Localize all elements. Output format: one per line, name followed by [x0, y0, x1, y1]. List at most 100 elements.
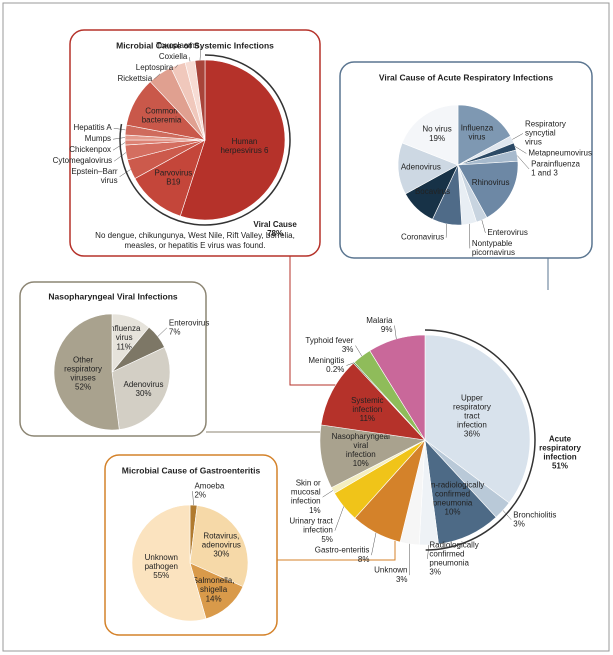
leader-line — [174, 64, 179, 69]
leader-line — [189, 57, 191, 62]
pie-slice — [179, 59, 286, 221]
leader-line — [514, 146, 527, 154]
value-label: 19% — [429, 134, 445, 143]
value-label: 9% — [381, 325, 393, 334]
value-label: 30% — [136, 389, 152, 398]
slice-label: Unknown pathogen — [145, 553, 178, 571]
chart-title: Microbial Cause of Systemic Infections — [116, 40, 274, 50]
slice-label: Hepatitis A — [73, 123, 112, 132]
slice-label: Meningitis — [308, 356, 344, 365]
slice-label: Adenovirus — [123, 380, 163, 389]
slice-label: Metapneumovirus — [528, 149, 592, 158]
slice-label: Typhoid fever — [305, 336, 353, 345]
slice-label: Mumps — [85, 134, 111, 143]
leader-line — [502, 510, 512, 520]
slice-label: Radiologically confirmed pneumonia — [429, 541, 478, 568]
value-label: 14% — [206, 594, 222, 603]
value-label: 3% — [396, 575, 408, 584]
value-label: 1% — [309, 506, 321, 515]
group-arc — [119, 54, 291, 226]
pie-slice — [424, 334, 531, 504]
connector — [289, 256, 345, 386]
leader-line — [192, 491, 194, 506]
chart-title: Viral Cause of Acute Respiratory Infecti… — [379, 72, 554, 82]
leader-line — [157, 327, 168, 337]
pie-slice — [457, 160, 519, 218]
pie-slice — [320, 362, 426, 441]
value-label: 10% — [445, 508, 461, 517]
slice-label: Skin or mucosal infection — [291, 479, 321, 506]
leader-line — [346, 362, 354, 366]
slice-label: Adenovirus — [401, 162, 441, 171]
pie-slice — [369, 334, 426, 442]
slice-label: Other respiratory viruses — [64, 355, 102, 382]
slice-label: Unknown — [374, 566, 407, 575]
leader-line — [355, 345, 363, 357]
value-label: 52% — [75, 382, 91, 391]
pie-slice — [457, 104, 511, 166]
slice-label: Coxiella — [159, 52, 188, 61]
leader-line — [371, 532, 377, 556]
leader-line — [445, 223, 448, 238]
slice-label: Bronchiolitis — [513, 510, 556, 519]
value-label: 8% — [358, 555, 370, 564]
pie-slice — [401, 104, 459, 166]
value-label: 7% — [169, 327, 181, 336]
group-label: Acute respiratory infection — [539, 435, 581, 462]
slice-label: Influenza virus — [108, 324, 141, 342]
leader-line — [153, 73, 161, 80]
chart-title: Microbial Cause of Gastroenteritis — [122, 465, 261, 475]
slice-label: Influenza virus — [461, 124, 494, 142]
group-label: Viral Cause — [253, 220, 297, 229]
pie-slice — [134, 139, 206, 217]
group-value-label: 51% — [552, 462, 568, 471]
value-label: 2% — [194, 491, 206, 500]
slice-label: Rhinovirus — [472, 178, 510, 187]
value-label: 5% — [321, 535, 333, 544]
slice-label: Leptospira — [136, 63, 174, 72]
pie-slice — [53, 313, 120, 431]
leader-line — [113, 137, 126, 140]
slice-label: Human herpesvirus 6 — [220, 137, 269, 155]
leader-line — [517, 155, 530, 170]
slice-label: Enterovirus — [487, 228, 527, 237]
leader-line — [112, 142, 126, 151]
slice-label: Chickenpox — [69, 145, 111, 154]
leader-line — [199, 46, 202, 61]
slice-label: Gastro-enteritis — [315, 546, 370, 555]
slice-label: Malaria — [366, 316, 393, 325]
note: No dengue, chikungunya, West Nile, Rift … — [95, 231, 295, 250]
leader-line — [394, 325, 397, 340]
value-label: 11% — [360, 414, 375, 423]
value-label: 0.2% — [326, 365, 344, 374]
value-label: 30% — [213, 549, 229, 558]
slice-label: Parainfluenza 1 and 3 — [531, 160, 580, 178]
slice-label: Non-radiologically confirmed pneumonia — [421, 481, 485, 508]
slice-label: Systemic infection — [351, 396, 383, 414]
slice-label: Nasopharyngeal viral infection — [332, 432, 390, 459]
chart-title: Nasopharyngeal Viral Infections — [48, 291, 178, 301]
slice-label: Epstein–Barr virus — [71, 167, 118, 185]
value-label: 55% — [153, 571, 169, 580]
slice-label: Coronavirus — [401, 233, 444, 242]
slice-label: Nontypable picornavirus — [472, 239, 515, 257]
value-label: 3% — [513, 519, 525, 528]
slice-label: Respiratory syncytial virus — [525, 120, 566, 147]
leader-line — [322, 490, 334, 498]
leader-line — [114, 152, 127, 162]
slice-label: No virus — [422, 125, 451, 134]
slice-label: Rotavirus, adenovirus — [202, 531, 241, 549]
slice-label: Salmonella, shigella — [193, 576, 235, 594]
slice-label: Urinary tract infection — [289, 517, 333, 535]
value-label: 36% — [464, 430, 480, 439]
slice-label: Common bacteremia — [142, 107, 182, 125]
slice-label: Upper respiratory tract infection — [453, 394, 491, 430]
leader-line — [468, 223, 471, 249]
value-label: 10% — [353, 459, 369, 468]
slice-label: Enterovirus — [169, 318, 209, 327]
leader-line — [334, 506, 344, 531]
leader-line — [481, 219, 486, 233]
pie-slice — [131, 504, 207, 622]
